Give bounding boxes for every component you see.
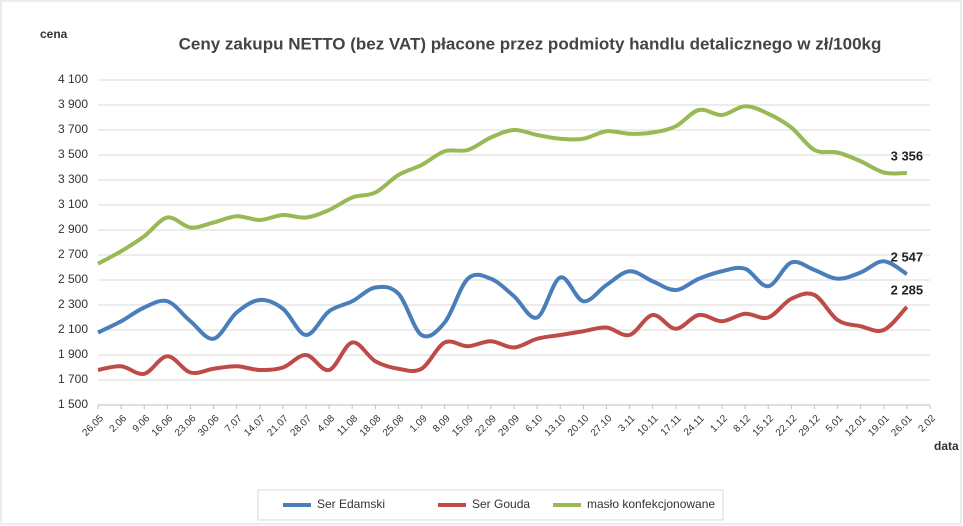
series-line — [97, 291, 909, 376]
y-tick-label: 1 900 — [58, 347, 88, 361]
data-label: 2 285 — [891, 282, 924, 297]
series-line — [97, 104, 907, 266]
y-tick-label: 3 100 — [58, 197, 88, 211]
y-tick-label: 2 700 — [58, 247, 88, 261]
y-tick-label: 2 300 — [58, 297, 88, 311]
legend-label: Ser Edamski — [317, 497, 385, 511]
chart-title: Ceny zakupu NETTO (bez VAT) płacone prze… — [179, 34, 882, 53]
x-axis-label: data — [934, 439, 959, 453]
y-tick-label: 3 300 — [58, 172, 88, 186]
legend-box — [257, 489, 724, 521]
series-line — [97, 259, 908, 341]
y-tick-label: 1 500 — [58, 397, 88, 411]
y-tick-label: 2 100 — [58, 322, 88, 336]
legend-label: Ser Gouda — [472, 497, 530, 511]
y-tick-label: 3 500 — [58, 147, 88, 161]
y-tick-label: 3 900 — [58, 97, 88, 111]
y-tick-label: 3 700 — [58, 122, 88, 136]
legend-label: masło konfekcjonowane — [587, 497, 715, 511]
data-label: 2 547 — [891, 250, 924, 265]
y-tick-label: 2 900 — [58, 222, 88, 236]
y-tick-label: 4 100 — [58, 72, 88, 86]
y-axis-label: cena — [40, 27, 68, 41]
y-tick-label: 2 500 — [58, 272, 88, 286]
y-tick-label: 1 700 — [58, 372, 88, 386]
data-label: 3 356 — [891, 148, 924, 163]
